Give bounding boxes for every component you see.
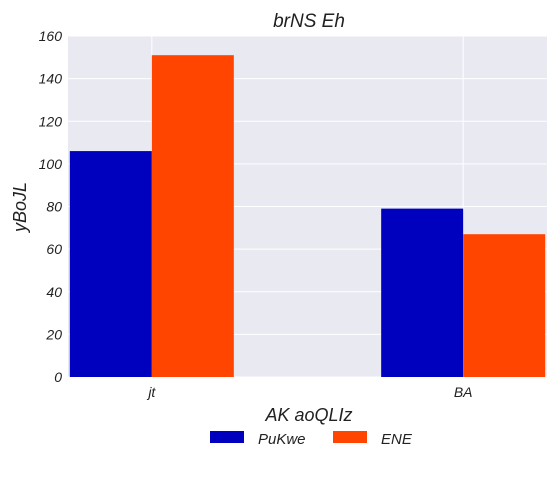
y-tick-label: 100 <box>39 156 63 172</box>
y-tick-label: 40 <box>46 284 62 300</box>
x-axis-label: AK aoQLIz <box>264 405 352 425</box>
bar-PuKwe-jt <box>69 151 152 377</box>
chart-title: brNS Eh <box>273 11 345 32</box>
y-tick-label: 80 <box>46 199 62 215</box>
y-tick-label: 0 <box>54 369 62 385</box>
y-axis-ticks: 0 20 40 60 80 100 120 140 160 <box>39 28 63 385</box>
bar-ENE-jt <box>151 55 234 378</box>
legend-swatch <box>210 431 244 443</box>
legend-swatch <box>333 431 367 443</box>
x-tick-label: BA <box>454 384 473 400</box>
bar-PuKwe-BA <box>381 208 464 377</box>
bars <box>69 55 546 378</box>
y-tick-label: 140 <box>39 71 63 87</box>
legend: PuKwe ENE <box>210 431 413 448</box>
y-tick-label: 20 <box>45 326 62 342</box>
legend-label: ENE <box>381 431 413 448</box>
legend-label: PuKwe <box>258 431 306 448</box>
x-tick-label: jt <box>146 384 156 400</box>
y-tick-label: 160 <box>39 28 63 44</box>
y-tick-label: 120 <box>39 113 63 129</box>
y-axis-label: yBoJL <box>10 182 30 234</box>
x-axis-ticks: jt BA <box>146 384 472 400</box>
bar-ENE-BA <box>463 234 546 377</box>
y-tick-label: 60 <box>46 241 62 257</box>
